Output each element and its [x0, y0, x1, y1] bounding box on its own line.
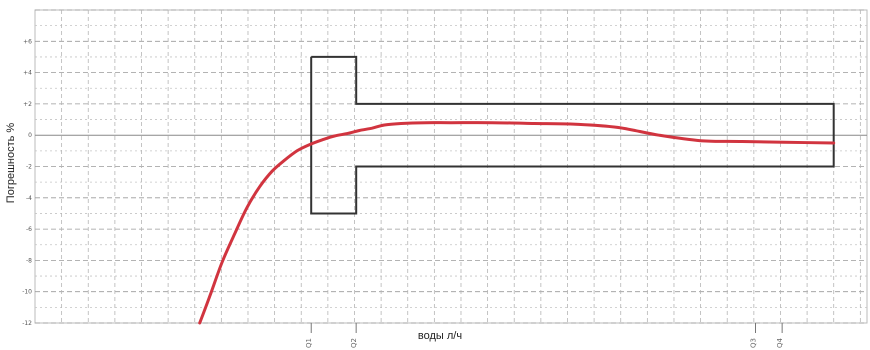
y-tick-label: -8: [26, 257, 32, 264]
y-tick-labels: +6 +4 +2 0 -2 -4 -6 -8 -10 -12: [22, 38, 32, 327]
x-tick-markers: Q1 Q2 Q3 Q4: [305, 323, 784, 348]
error-curve: [198, 121, 836, 325]
tolerance-envelope-layer: [310, 55, 835, 215]
y-axis-label: Погрешность %: [5, 122, 17, 204]
y-tick-label: -2: [26, 164, 32, 171]
y-tick-label: +6: [23, 38, 32, 45]
x-marker-label: Q1: [305, 338, 313, 348]
x-marker-label: Q4: [776, 337, 784, 348]
x-marker-label: Q3: [750, 338, 758, 348]
y-tick-label: +4: [23, 70, 32, 77]
y-tick-label: +2: [23, 101, 32, 108]
tolerance-envelope: [310, 55, 835, 215]
y-tick-label: -10: [22, 289, 32, 296]
x-axis-label: воды л/ч: [417, 330, 463, 342]
y-tick-label: -4: [26, 195, 32, 202]
y-axis-label-container: Погрешность %: [4, 0, 18, 326]
x-marker-label: Q2: [350, 338, 358, 348]
y-tick-label: -12: [22, 320, 32, 327]
series-layer: [198, 121, 836, 325]
y-tick-label: 0: [28, 132, 32, 139]
y-tick-label: -6: [26, 226, 32, 233]
